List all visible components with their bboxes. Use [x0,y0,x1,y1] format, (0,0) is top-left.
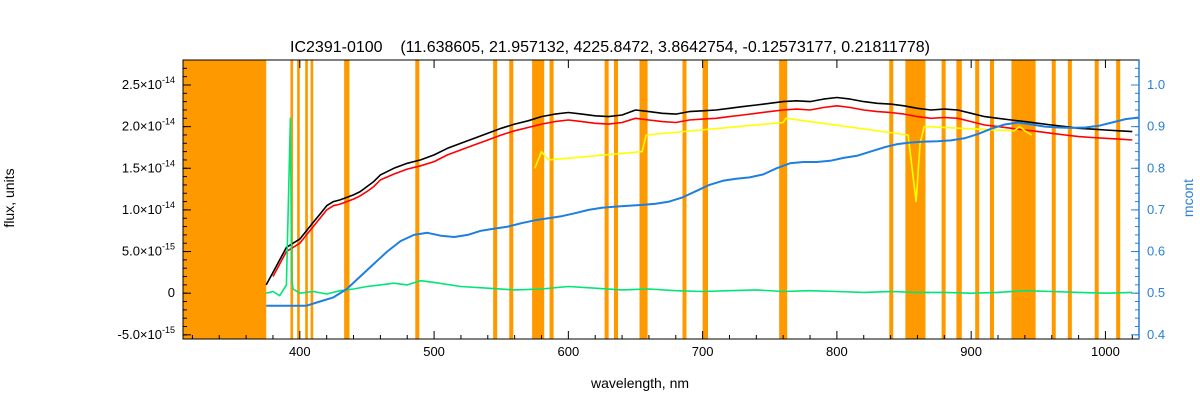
x-tick-label-4: 800 [826,344,848,359]
x-axis-label: wavelength, nm [590,375,689,391]
series-layer [265,96,1139,307]
y2-tick-label-4: 0.8 [1147,160,1165,175]
masked-region-7 [493,60,498,339]
masked-region-2 [297,60,300,339]
masked-region-10 [549,60,554,339]
masked-region-27 [1116,60,1121,339]
y-tick-label-0: -5.0×10-15 [118,325,175,342]
masked-region-0 [183,60,267,339]
masked-region-23 [1011,60,1036,339]
masked-region-25 [1067,60,1072,339]
y-tick-label-6: 2.5×10-14 [122,75,175,92]
plot-frame [182,59,1140,340]
masked-region-24 [1051,60,1056,339]
y-tick-label-1: 0 [168,285,175,300]
series-line-0 [265,96,1133,286]
masked-region-9 [532,60,545,339]
y2-tick-label-5: 0.9 [1147,119,1165,134]
masked-region-11 [604,60,609,339]
y-tick-label-5: 2.0×10-14 [122,117,175,134]
masked-region-16 [779,60,788,339]
x-tick-label-3: 700 [692,344,714,359]
y-axis: -5.0×10-15 0 5.0×10-15 1.0×10-14 1.5×10-14 2.… [118,67,191,342]
masked-region-3 [305,60,308,339]
masked-region-26 [1094,60,1099,339]
x-tick-label-2: 600 [558,344,580,359]
masked-region-22 [989,60,994,339]
y2-tick-label-2: 0.6 [1147,244,1165,259]
series-line-4 [266,116,1139,307]
chart-title: IC2391-0100 (11.638605, 21.957132, 4225.… [290,39,930,56]
masked-region-15 [702,60,708,339]
x-axis: 400 500 600 700 800 900 1000 [191,60,1133,359]
y2-tick-label-1: 0.5 [1147,285,1165,300]
masked-region-20 [956,60,962,339]
masked-regions [183,60,1121,339]
masked-region-17 [889,60,894,339]
masked-region-8 [509,60,514,339]
y-tick-label-3: 1.0×10-14 [122,200,175,217]
masked-region-12 [614,60,619,339]
y-tick-label-4: 1.5×10-14 [122,158,175,175]
y2-tick-label-0: 0.4 [1147,327,1165,342]
series-line-2 [266,117,1133,297]
y2-tick-label-3: 0.7 [1147,202,1165,217]
series-line-1 [272,105,1133,277]
series-line-3 [534,117,1033,203]
masked-region-6 [415,60,420,339]
masked-region-21 [975,60,980,339]
y2-axis: 0.4 0.5 0.6 0.7 0.8 0.9 1.0 [1131,67,1165,342]
y2-axis-label: mcont [1180,179,1196,217]
x-tick-label-5: 900 [960,344,982,359]
y-tick-label-2: 5.0×10-15 [122,242,175,259]
masked-region-4 [310,60,314,339]
masked-region-19 [941,60,946,339]
x-tick-label-0: 400 [289,344,311,359]
masked-region-13 [639,60,648,339]
y-axis-label: flux, units [1,168,17,227]
x-tick-label-1: 500 [423,344,445,359]
x-tick-label-6: 1000 [1091,344,1120,359]
y2-tick-label-6: 1.0 [1147,77,1165,92]
masked-region-5 [344,60,350,339]
masked-region-14 [682,60,687,339]
